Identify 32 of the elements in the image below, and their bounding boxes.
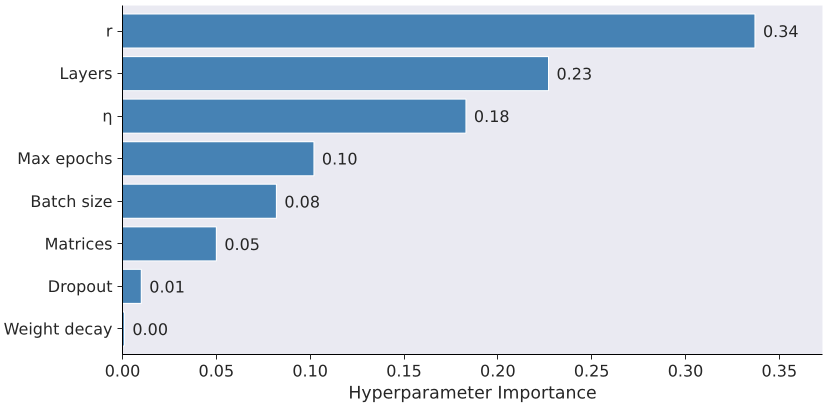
data-label: 0.34 bbox=[762, 22, 799, 42]
data-label: 0.10 bbox=[322, 150, 358, 169]
x-tick-label: 0.20 bbox=[480, 362, 516, 380]
y-tick-label: Weight decay bbox=[4, 319, 113, 338]
x-tick-label: 0.30 bbox=[668, 362, 704, 380]
y-tick-label: Layers bbox=[60, 64, 113, 84]
y-tick-label: Batch size bbox=[30, 192, 113, 211]
data-label: 0.18 bbox=[474, 107, 510, 126]
y-tick-label: η bbox=[102, 106, 112, 126]
x-tick-label: 0.00 bbox=[104, 362, 140, 380]
data-label: 0.00 bbox=[132, 320, 168, 339]
bar bbox=[122, 14, 756, 49]
bar bbox=[122, 184, 277, 219]
x-tick-label: 0.25 bbox=[574, 362, 610, 380]
bar bbox=[122, 226, 217, 262]
y-tick-label: Max epochs bbox=[17, 149, 113, 168]
y-tick-label: Dropout bbox=[48, 276, 113, 296]
x-tick-label: 0.15 bbox=[386, 362, 422, 380]
y-tick-label: Matrices bbox=[44, 234, 113, 254]
data-label: 0.05 bbox=[224, 234, 260, 254]
data-label: 0.08 bbox=[284, 192, 320, 212]
bar bbox=[122, 268, 142, 304]
x-tick-label: 0.10 bbox=[292, 362, 328, 380]
x-axis-title: Hyperparameter Importance bbox=[348, 384, 597, 404]
data-label: 0.23 bbox=[556, 64, 592, 84]
x-tick-label: 0.05 bbox=[198, 362, 234, 380]
bar bbox=[122, 98, 466, 134]
bar bbox=[122, 56, 550, 92]
bar bbox=[122, 141, 314, 176]
x-tick-label: 0.35 bbox=[762, 362, 798, 380]
data-label: 0.01 bbox=[149, 277, 185, 296]
y-tick-label: r bbox=[106, 22, 113, 41]
